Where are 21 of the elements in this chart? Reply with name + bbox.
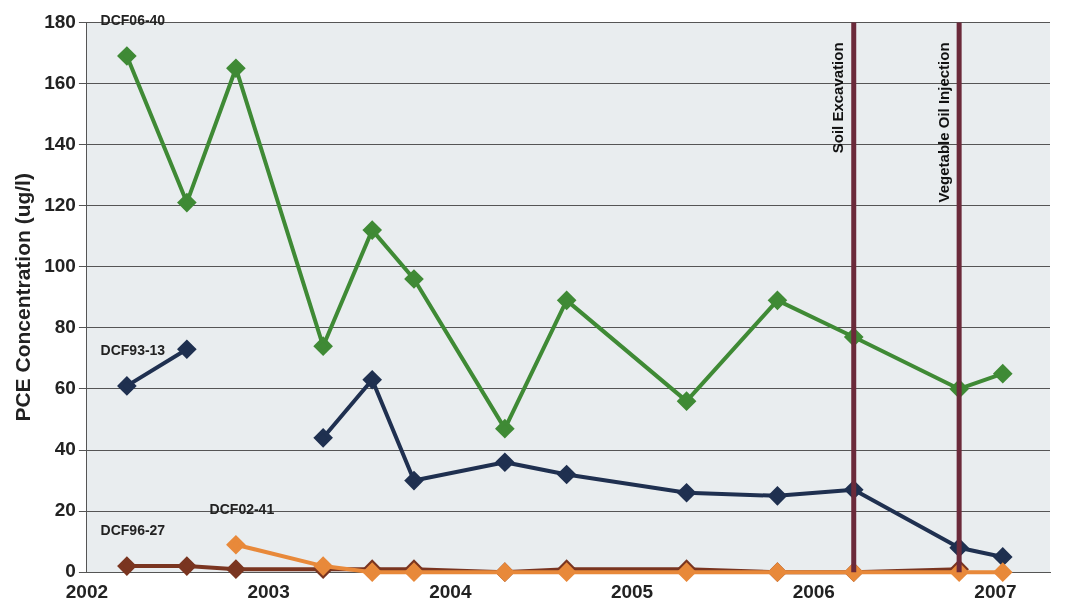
y-tick-label: 0	[65, 560, 76, 582]
x-tick-label: 2006	[792, 580, 835, 602]
x-tick-label: 2004	[429, 580, 472, 602]
y-tick-label: 140	[44, 132, 76, 154]
y-tick-label: 20	[54, 499, 76, 521]
x-tick-label: 2002	[65, 580, 109, 602]
y-tick-label: 80	[54, 316, 76, 338]
y-tick-label: 120	[44, 193, 76, 215]
y-tick-label: 160	[44, 71, 76, 93]
series-label: DCF93-13	[100, 341, 166, 358]
x-tick-label: 2005	[610, 580, 654, 602]
y-tick-label: 100	[44, 254, 76, 276]
x-tick-label: 2007	[974, 580, 1017, 602]
y-tick-label: 60	[54, 377, 76, 399]
ref-line-label: Soil Excavation	[829, 42, 847, 154]
ref-line-label: Vegetable Oil Injection	[934, 42, 952, 203]
y-tick-label: 40	[54, 438, 76, 460]
y-tick-label: 180	[44, 10, 76, 32]
text: DCF96-27	[100, 521, 166, 538]
y-axis-title: PCE Concentration (ug/l)	[11, 173, 35, 422]
x-tick-label: 2003	[247, 580, 290, 602]
